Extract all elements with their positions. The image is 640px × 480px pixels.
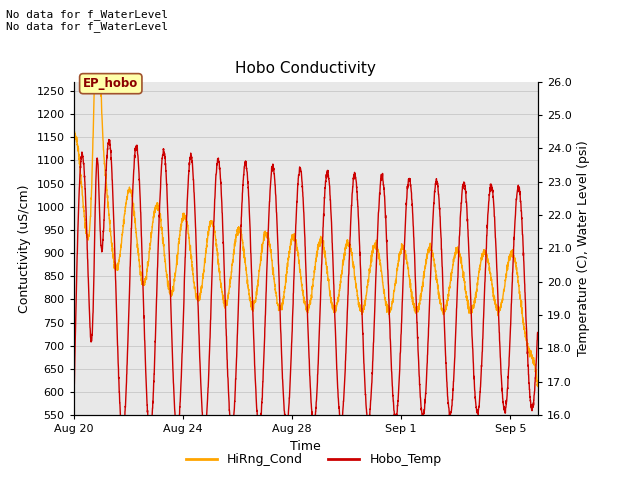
Title: Hobo Conductivity: Hobo Conductivity [235, 61, 376, 76]
Text: No data for f_WaterLevel: No data for f_WaterLevel [6, 21, 168, 32]
Text: No data for f_WaterLevel: No data for f_WaterLevel [6, 9, 168, 20]
Y-axis label: Contuctivity (uS/cm): Contuctivity (uS/cm) [18, 184, 31, 312]
Legend: HiRng_Cond, Hobo_Temp: HiRng_Cond, Hobo_Temp [180, 448, 447, 471]
Text: EP_hobo: EP_hobo [83, 77, 138, 90]
X-axis label: Time: Time [290, 440, 321, 453]
Y-axis label: Temperature (C), Water Level (psi): Temperature (C), Water Level (psi) [577, 141, 590, 356]
